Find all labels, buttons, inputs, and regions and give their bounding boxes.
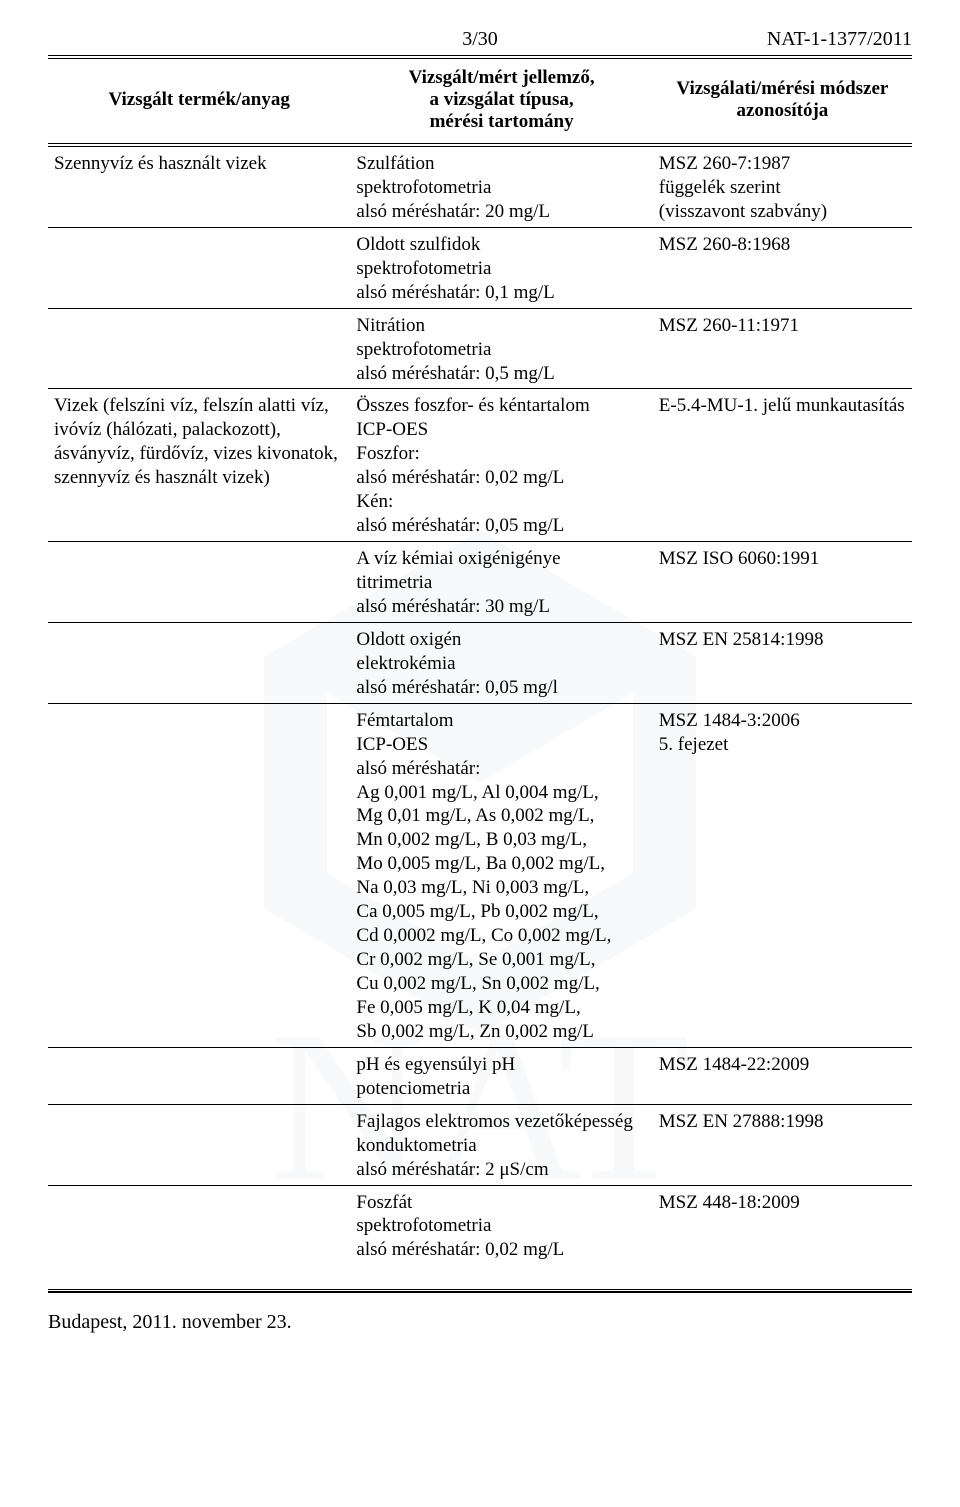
footer-text: Budapest, 2011. november 23. <box>48 1311 912 1334</box>
cell-product <box>48 542 350 623</box>
table-row: Foszfátspektrofotometriaalsó méréshatár:… <box>48 1185 912 1265</box>
cell-method: E-5.4-MU-1. jelű munkautasítás <box>653 389 912 542</box>
page-header: 3/30 NAT-1-1377/2011 <box>48 28 912 51</box>
table-row: FémtartalomICP-OESalsó méréshatár:Ag 0,0… <box>48 703 912 1047</box>
cell-method: MSZ 260-11:1971 <box>653 308 912 389</box>
cell-product <box>48 1047 350 1104</box>
table-row: Fajlagos elektromos vezetőképességkonduk… <box>48 1104 912 1185</box>
cell-product: Vizek (felszíni víz, felszín alatti víz,… <box>48 389 350 542</box>
page-number: 3/30 <box>336 28 624 51</box>
cell-method: MSZ 1484-22:2009 <box>653 1047 912 1104</box>
cell-product <box>48 1104 350 1185</box>
cell-property: pH és egyensúlyi pHpotenciometria <box>350 1047 652 1104</box>
table-row: Vizek (felszíni víz, felszín alatti víz,… <box>48 389 912 542</box>
cell-method: MSZ 448-18:2009 <box>653 1185 912 1265</box>
cell-method: MSZ 260-7:1987függelék szerint(visszavon… <box>653 145 912 227</box>
cell-property: Összes foszfor- és kéntartalomICP-OESFos… <box>350 389 652 542</box>
cell-property: Oldott szulfidokspektrofotometriaalsó mé… <box>350 227 652 308</box>
col-header-method: Vizsgálati/mérési módszer azonosítója <box>653 57 912 145</box>
cell-property: A víz kémiai oxigénigényetitrimetriaalsó… <box>350 542 652 623</box>
cell-property: Fajlagos elektromos vezetőképességkonduk… <box>350 1104 652 1185</box>
cell-product <box>48 1185 350 1265</box>
parameters-table: Vizsgált termék/anyag Vizsgált/mért jell… <box>48 55 912 1265</box>
cell-method: MSZ EN 27888:1998 <box>653 1104 912 1185</box>
cell-product <box>48 703 350 1047</box>
cell-product <box>48 227 350 308</box>
cell-product <box>48 308 350 389</box>
cell-method: MSZ EN 25814:1998 <box>653 622 912 703</box>
cell-product <box>48 622 350 703</box>
table-row: pH és egyensúlyi pHpotenciometriaMSZ 148… <box>48 1047 912 1104</box>
cell-product: Szennyvíz és használt vizek <box>48 145 350 227</box>
cell-method: MSZ 260-8:1968 <box>653 227 912 308</box>
cell-property: Oldott oxigénelektrokémiaalsó méréshatár… <box>350 622 652 703</box>
cell-property: FémtartalomICP-OESalsó méréshatár:Ag 0,0… <box>350 703 652 1047</box>
cell-property: Szulfátionspektrofotometriaalsó méréshat… <box>350 145 652 227</box>
footer-rule <box>48 1289 912 1293</box>
col-header-product: Vizsgált termék/anyag <box>48 57 350 145</box>
col-header-property: Vizsgált/mért jellemző, a vizsgálat típu… <box>350 57 652 145</box>
cell-property: Nitrátionspektrofotometriaalsó méréshatá… <box>350 308 652 389</box>
table-row: Oldott szulfidokspektrofotometriaalsó mé… <box>48 227 912 308</box>
table-row: Oldott oxigénelektrokémiaalsó méréshatár… <box>48 622 912 703</box>
table-row: A víz kémiai oxigénigényetitrimetriaalsó… <box>48 542 912 623</box>
document-id: NAT-1-1377/2011 <box>624 28 912 51</box>
cell-method: MSZ 1484-3:20065. fejezet <box>653 703 912 1047</box>
table-row: Szennyvíz és használt vizekSzulfátionspe… <box>48 145 912 227</box>
table-row: Nitrátionspektrofotometriaalsó méréshatá… <box>48 308 912 389</box>
cell-method: MSZ ISO 6060:1991 <box>653 542 912 623</box>
cell-property: Foszfátspektrofotometriaalsó méréshatár:… <box>350 1185 652 1265</box>
